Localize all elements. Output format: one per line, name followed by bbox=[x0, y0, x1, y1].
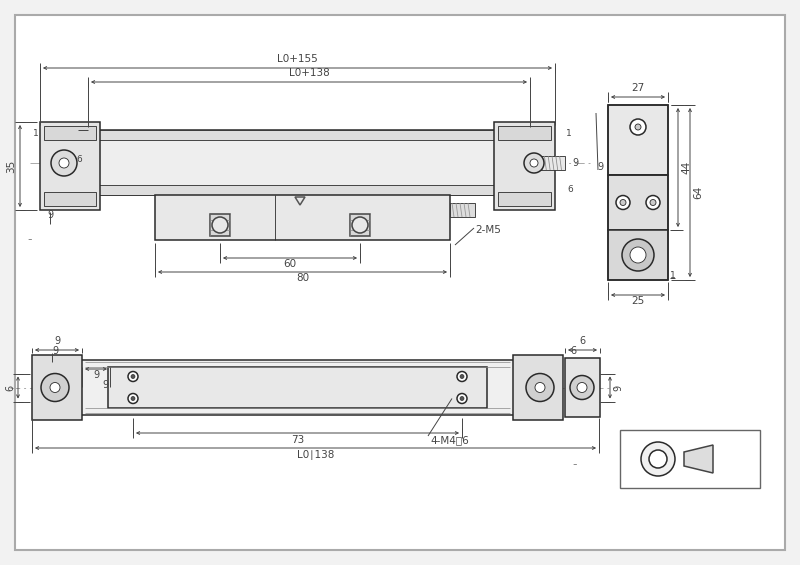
Circle shape bbox=[650, 199, 656, 206]
Bar bbox=[620, 430, 760, 488]
Circle shape bbox=[51, 150, 77, 176]
Bar bbox=[498, 192, 551, 206]
Circle shape bbox=[460, 397, 464, 401]
Text: 9: 9 bbox=[54, 336, 60, 346]
Text: 6: 6 bbox=[5, 384, 15, 390]
Text: -: - bbox=[573, 459, 578, 472]
Circle shape bbox=[646, 195, 660, 210]
Circle shape bbox=[460, 375, 464, 379]
Circle shape bbox=[128, 372, 138, 381]
Circle shape bbox=[128, 393, 138, 403]
Bar bbox=[565, 358, 600, 417]
Text: 27: 27 bbox=[631, 83, 645, 93]
Circle shape bbox=[352, 217, 368, 233]
Text: 9: 9 bbox=[52, 346, 58, 356]
Bar bbox=[608, 230, 668, 280]
Bar bbox=[40, 360, 555, 415]
Text: 64: 64 bbox=[693, 186, 703, 199]
Circle shape bbox=[457, 393, 467, 403]
Circle shape bbox=[212, 217, 228, 233]
Bar bbox=[530, 156, 565, 170]
Circle shape bbox=[535, 383, 545, 393]
Text: 1: 1 bbox=[670, 272, 676, 280]
Circle shape bbox=[649, 450, 667, 468]
Bar bbox=[44, 192, 96, 206]
Bar bbox=[494, 122, 555, 210]
Text: 9: 9 bbox=[47, 210, 53, 220]
Circle shape bbox=[524, 153, 544, 173]
Circle shape bbox=[526, 373, 554, 402]
Text: 1: 1 bbox=[33, 128, 39, 137]
Circle shape bbox=[457, 372, 467, 381]
Circle shape bbox=[630, 119, 646, 135]
Text: 35: 35 bbox=[6, 159, 16, 173]
Circle shape bbox=[641, 442, 675, 476]
Bar bbox=[608, 175, 668, 230]
Text: L0+155: L0+155 bbox=[277, 54, 318, 64]
Circle shape bbox=[41, 373, 69, 402]
Bar bbox=[88, 130, 530, 140]
Text: 1: 1 bbox=[566, 128, 572, 137]
Text: 25: 25 bbox=[631, 296, 645, 306]
Text: 73: 73 bbox=[291, 435, 304, 445]
Text: 9: 9 bbox=[613, 384, 623, 390]
Text: 9: 9 bbox=[102, 380, 108, 390]
Bar bbox=[608, 105, 668, 175]
Bar bbox=[513, 355, 563, 420]
Circle shape bbox=[59, 158, 69, 168]
Circle shape bbox=[622, 239, 654, 271]
Bar bbox=[155, 195, 450, 240]
Bar bbox=[88, 130, 530, 195]
Text: -: - bbox=[28, 233, 32, 246]
Text: 9: 9 bbox=[572, 158, 578, 168]
Text: 44: 44 bbox=[681, 161, 691, 174]
Circle shape bbox=[131, 397, 135, 401]
Circle shape bbox=[630, 247, 646, 263]
Text: 9: 9 bbox=[93, 370, 99, 380]
Circle shape bbox=[616, 195, 630, 210]
Bar bbox=[108, 367, 487, 408]
Bar bbox=[210, 214, 230, 236]
Bar bbox=[40, 122, 100, 210]
Bar bbox=[32, 355, 82, 420]
Text: 6: 6 bbox=[579, 336, 586, 346]
Circle shape bbox=[635, 124, 641, 130]
Text: 60: 60 bbox=[283, 259, 297, 269]
Polygon shape bbox=[684, 445, 713, 473]
Circle shape bbox=[570, 376, 594, 399]
Text: L0∣138: L0∣138 bbox=[297, 450, 334, 460]
Text: 9: 9 bbox=[597, 162, 603, 172]
Bar bbox=[608, 105, 668, 280]
Circle shape bbox=[620, 199, 626, 206]
Bar bbox=[450, 203, 475, 217]
Text: 4-M4深6: 4-M4深6 bbox=[430, 435, 469, 445]
Bar bbox=[350, 214, 370, 236]
Bar bbox=[498, 126, 551, 140]
Circle shape bbox=[530, 159, 538, 167]
Circle shape bbox=[131, 375, 135, 379]
Text: 2-M5: 2-M5 bbox=[475, 225, 501, 235]
Text: 6: 6 bbox=[570, 346, 576, 356]
Circle shape bbox=[577, 383, 587, 393]
Bar bbox=[88, 185, 530, 195]
Text: 80: 80 bbox=[296, 273, 309, 283]
Text: L0+138: L0+138 bbox=[289, 68, 330, 78]
Bar bbox=[44, 126, 96, 140]
Circle shape bbox=[50, 383, 60, 393]
Text: 6: 6 bbox=[567, 185, 573, 194]
Text: 6: 6 bbox=[76, 154, 82, 163]
